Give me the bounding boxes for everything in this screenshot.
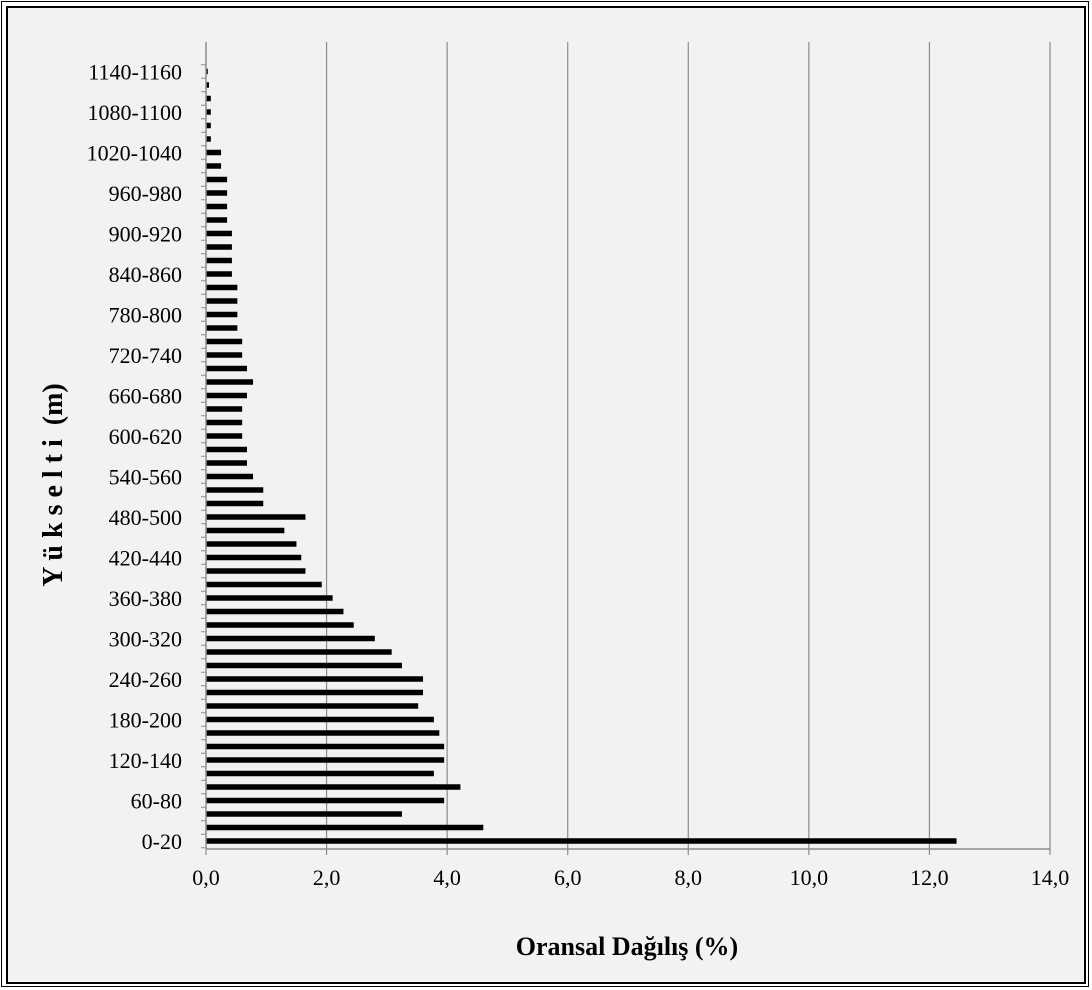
y-tick-label: 840-860: [109, 262, 182, 287]
bar-720-740: [206, 352, 243, 358]
bar-160-180: [206, 730, 440, 736]
bar-600-620: [206, 433, 243, 439]
x-tick-label: 2,0: [313, 865, 341, 890]
y-tick-label: 1140-1160: [88, 60, 182, 85]
y-tick-label: 660-680: [109, 384, 182, 409]
y-tick-label: 120-140: [109, 748, 182, 773]
bar-900-920: [206, 230, 232, 237]
bar-480-500: [206, 514, 306, 520]
bar-940-960: [206, 203, 228, 210]
y-tick-label: 180-200: [109, 708, 182, 733]
bar-100-120: [206, 770, 434, 777]
bar-360-380: [206, 595, 333, 601]
bar-0-20: [206, 838, 957, 844]
bar-960-980: [206, 190, 228, 196]
bar-540-560: [206, 473, 254, 480]
bar-220-240: [206, 689, 424, 696]
bar-500-520: [206, 500, 264, 507]
y-tick-label: 0-20: [142, 829, 182, 854]
bar-1120-1140: [206, 82, 210, 88]
bar-60-80: [206, 797, 445, 804]
bar-520-540: [206, 487, 264, 493]
bar-640-660: [206, 406, 243, 412]
x-tick-label: 4,0: [433, 865, 461, 890]
bar-760-780: [206, 325, 238, 331]
bar-340-360: [206, 608, 344, 615]
bar-560-580: [206, 460, 247, 466]
y-tick-label: 1020-1040: [87, 141, 182, 166]
y-tick-label: 540-560: [109, 465, 182, 490]
bar-300-320: [206, 635, 375, 642]
bar-240-260: [206, 676, 424, 682]
y-tick-label: 600-620: [109, 424, 182, 449]
y-tick-label: 240-260: [109, 667, 182, 692]
chart-area: [6, 6, 1086, 984]
bar-200-220: [206, 703, 419, 709]
bar-980-1000: [206, 176, 228, 183]
bar-20-40: [206, 824, 484, 831]
bar-840-860: [206, 271, 232, 277]
y-tick-label: 420-440: [109, 546, 182, 571]
bar-700-720: [206, 365, 247, 372]
bar-860-880: [206, 257, 232, 264]
axes: [201, 42, 1051, 855]
bar-400-420: [206, 568, 306, 574]
bar-920-940: [206, 217, 228, 223]
bar-180-200: [206, 716, 434, 723]
bar-620-640: [206, 419, 243, 426]
x-tick-label: 10,0: [790, 865, 829, 890]
x-tick-label: 14,0: [1031, 865, 1070, 890]
bar-1100-1120: [206, 95, 211, 102]
y-tick-label: 60-80: [131, 789, 182, 814]
bar-580-600: [206, 446, 247, 453]
y-tick-label: 900-920: [109, 222, 182, 247]
bar-40-60: [206, 811, 402, 817]
x-tick-label: 0,0: [192, 865, 220, 890]
bar-140-160: [206, 743, 445, 750]
bar-1020-1040: [206, 149, 222, 156]
y-tick-labels: 0-20 60-80 120-140 180-200 240-260 300-320 360…: [87, 60, 182, 855]
bar-460-480: [206, 527, 285, 534]
bar-440-460: [206, 541, 297, 547]
x-tick-label: 6,0: [554, 865, 582, 890]
y-axis-title: Y ü k s e l t i (m): [38, 383, 69, 587]
y-tick-label: 720-740: [109, 343, 182, 368]
bar-260-280: [206, 662, 402, 669]
bar-1000-1020: [206, 163, 222, 169]
bar-1060-1080: [206, 122, 211, 129]
bar-820-840: [206, 284, 238, 291]
bar-380-400: [206, 581, 322, 588]
bar-280-300: [206, 649, 392, 655]
y-tick-label: 480-500: [109, 505, 182, 530]
bar-680-700: [206, 379, 254, 385]
bar-880-900: [206, 244, 232, 250]
bar-1040-1060: [206, 136, 211, 142]
y-tick-label: 1080-1100: [87, 100, 182, 125]
x-tick-label: 12,0: [910, 865, 949, 890]
x-tick-labels: 0,0 2,0 4,0 6,0 8,0 10,0 12,0 14,0: [192, 865, 1069, 890]
y-tick-label: 360-380: [109, 586, 182, 611]
bar-660-680: [206, 392, 247, 399]
y-tick-label: 300-320: [109, 627, 182, 652]
bar-780-800: [206, 311, 238, 318]
x-axis-title: Oransal Dağılış (%): [516, 932, 738, 961]
bar-80-100: [206, 784, 461, 790]
bar-1140-1160: [206, 68, 208, 75]
y-tick-label: 780-800: [109, 303, 182, 328]
bar-800-820: [206, 298, 238, 304]
x-tick-label: 8,0: [675, 865, 703, 890]
bars: [206, 68, 957, 844]
gridlines: [325, 42, 1051, 849]
bar-320-340: [206, 622, 354, 628]
bar-1080-1100: [206, 109, 211, 115]
bar-120-140: [206, 757, 445, 763]
bar-420-440: [206, 554, 302, 561]
y-tick-label: 960-980: [109, 181, 182, 206]
bar-740-760: [206, 338, 243, 345]
